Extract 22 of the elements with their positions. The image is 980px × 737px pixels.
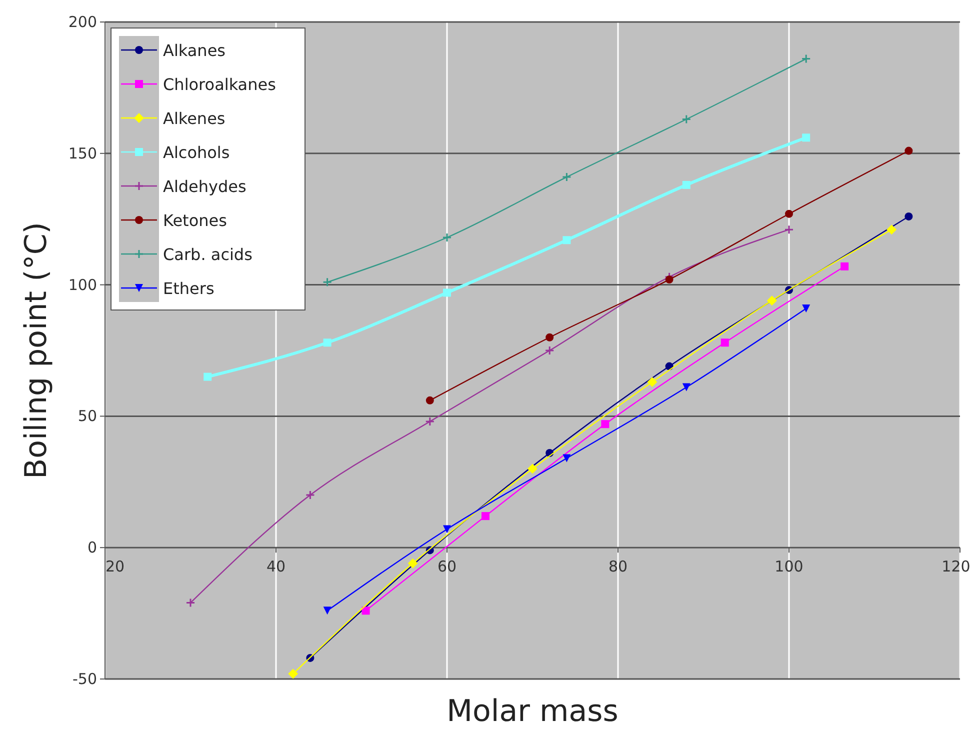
y-tick-label: 50 xyxy=(78,407,97,426)
x-tick-label: 100 xyxy=(774,558,804,576)
x-tick-label: 60 xyxy=(437,558,457,576)
x-tick-label: 120 xyxy=(942,558,970,576)
legend-label: Chloroalkanes xyxy=(163,75,276,94)
x-tick-label: 40 xyxy=(266,558,286,576)
y-tick-label: 200 xyxy=(68,13,97,31)
y-tick-label: -50 xyxy=(72,670,97,688)
legend-label: Alcohols xyxy=(163,143,230,162)
y-axis-title: Boiling point (°C) xyxy=(19,222,54,479)
x-tick-label: 20 xyxy=(105,558,125,576)
y-tick-label: 150 xyxy=(68,144,97,162)
legend-label: Carb. acids xyxy=(163,245,252,264)
x-tick-label: 80 xyxy=(608,558,628,576)
legend-label: Aldehydes xyxy=(163,177,246,196)
legend-label: Ethers xyxy=(163,279,214,298)
legend-label: Alkenes xyxy=(163,109,226,128)
y-tick-label: 0 xyxy=(87,538,97,557)
y-tick-label: 100 xyxy=(68,276,97,294)
legend-label: Ketones xyxy=(163,211,227,230)
x-axis-title: Molar mass xyxy=(446,694,618,729)
legend-label: Alkanes xyxy=(163,41,226,60)
